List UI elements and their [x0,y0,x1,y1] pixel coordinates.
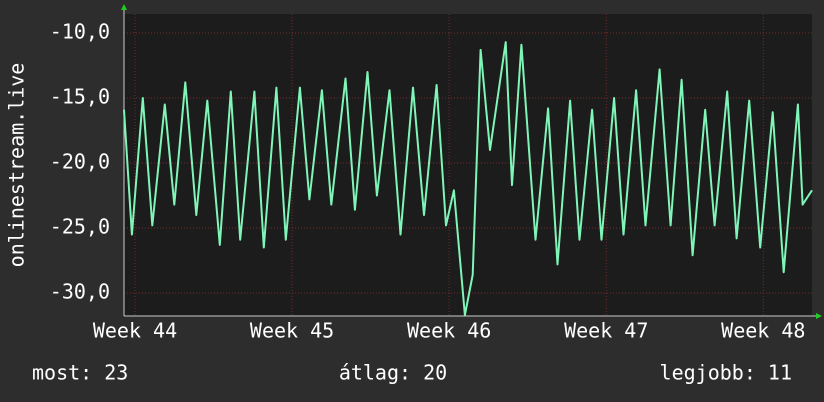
axis-arrow [816,313,822,319]
plot-area [124,14,812,316]
stat-current: most: 23 [32,361,128,385]
y-tick-label: -15,0 [50,84,110,108]
y-axis-label: onlinestream.live [5,63,29,268]
x-tick-label: Week 45 [250,319,334,343]
stat-max: legjobb: 11 [660,361,792,385]
x-tick-label: Week 48 [721,319,805,343]
x-tick-label: Week 44 [93,319,177,343]
x-tick-label: Week 47 [564,319,648,343]
data-line [123,41,813,317]
y-tick-label: -25,0 [50,214,110,238]
y-tick-label: -10,0 [50,19,110,43]
y-tick-label: -30,0 [50,279,110,303]
axis-arrow [121,4,127,10]
x-tick-label: Week 46 [407,319,491,343]
stat-average: átlag: 20 [339,361,447,385]
y-tick-label: -20,0 [50,149,110,173]
